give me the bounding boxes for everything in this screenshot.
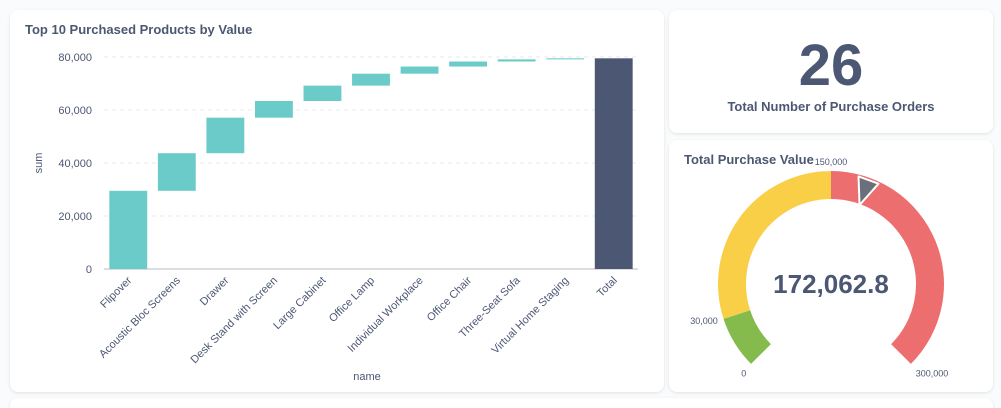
waterfall-bar [206,117,245,154]
y-tick-label: 60,000 [58,105,92,117]
gauge-segment [831,171,944,364]
waterfall-bar [400,66,439,74]
x-tick-label: Office Chair [425,274,475,324]
gauge-tick-label: 150,000 [815,157,848,167]
waterfall-bar [157,153,196,191]
x-tick-label: Office Lamp [327,275,377,325]
gauge-card: Total Purchase Value 0 30,000 150,000 300,0… [669,140,993,392]
y-axis-title: sum [33,153,45,174]
y-tick-label: 0 [86,264,92,276]
waterfall-bar [109,190,148,269]
orders-card: 26 Total Number of Purchase Orders [669,10,993,133]
orders-label[interactable]: Total Number of Purchase Orders [727,99,935,114]
orders-count: 26 [798,33,864,98]
gauge-segment [718,171,831,319]
waterfall-bar [352,73,390,86]
x-tick-label: Flipover [98,274,134,310]
next-card-edge [10,398,993,408]
gauge-tick-label: 300,000 [916,369,949,379]
gauge-value: 172,062.8 [773,269,889,299]
gauge-title[interactable]: Total Purchase Value [684,152,814,167]
x-tick-label: Total [595,275,620,300]
gauge-segment [723,310,771,364]
y-tick-label: 80,000 [58,52,92,64]
gauge-tick-label: 0 [741,369,746,379]
y-tick-label: 20,000 [58,211,92,223]
waterfall-title[interactable]: Top 10 Purchased Products by Value [25,22,253,37]
x-tick-label: Acoustic Bloc Screens [97,274,183,360]
waterfall-chart: 0 20,000 40,000 60,000 80,000 FlipoverAcousti… [33,52,638,383]
total-bar [594,58,633,270]
waterfall-bar [449,61,488,67]
waterfall-card: Top 10 Purchased Products by Value 0 20,0… [10,10,664,392]
gauge-chart: 0 30,000 150,000 300,000 172,062.8 [690,157,949,379]
x-axis-title: name [353,371,381,383]
x-tick-label: Drawer [198,274,232,308]
waterfall-bar [546,58,585,60]
waterfall-bar [254,100,293,118]
waterfall-bar [497,59,536,62]
gauge-tick-label: 30,000 [690,316,718,326]
waterfall-bar [303,85,342,101]
gauge-needle [857,175,880,206]
x-tick-label: Desk Stand with Screen [189,275,280,366]
y-tick-label: 40,000 [58,158,92,170]
